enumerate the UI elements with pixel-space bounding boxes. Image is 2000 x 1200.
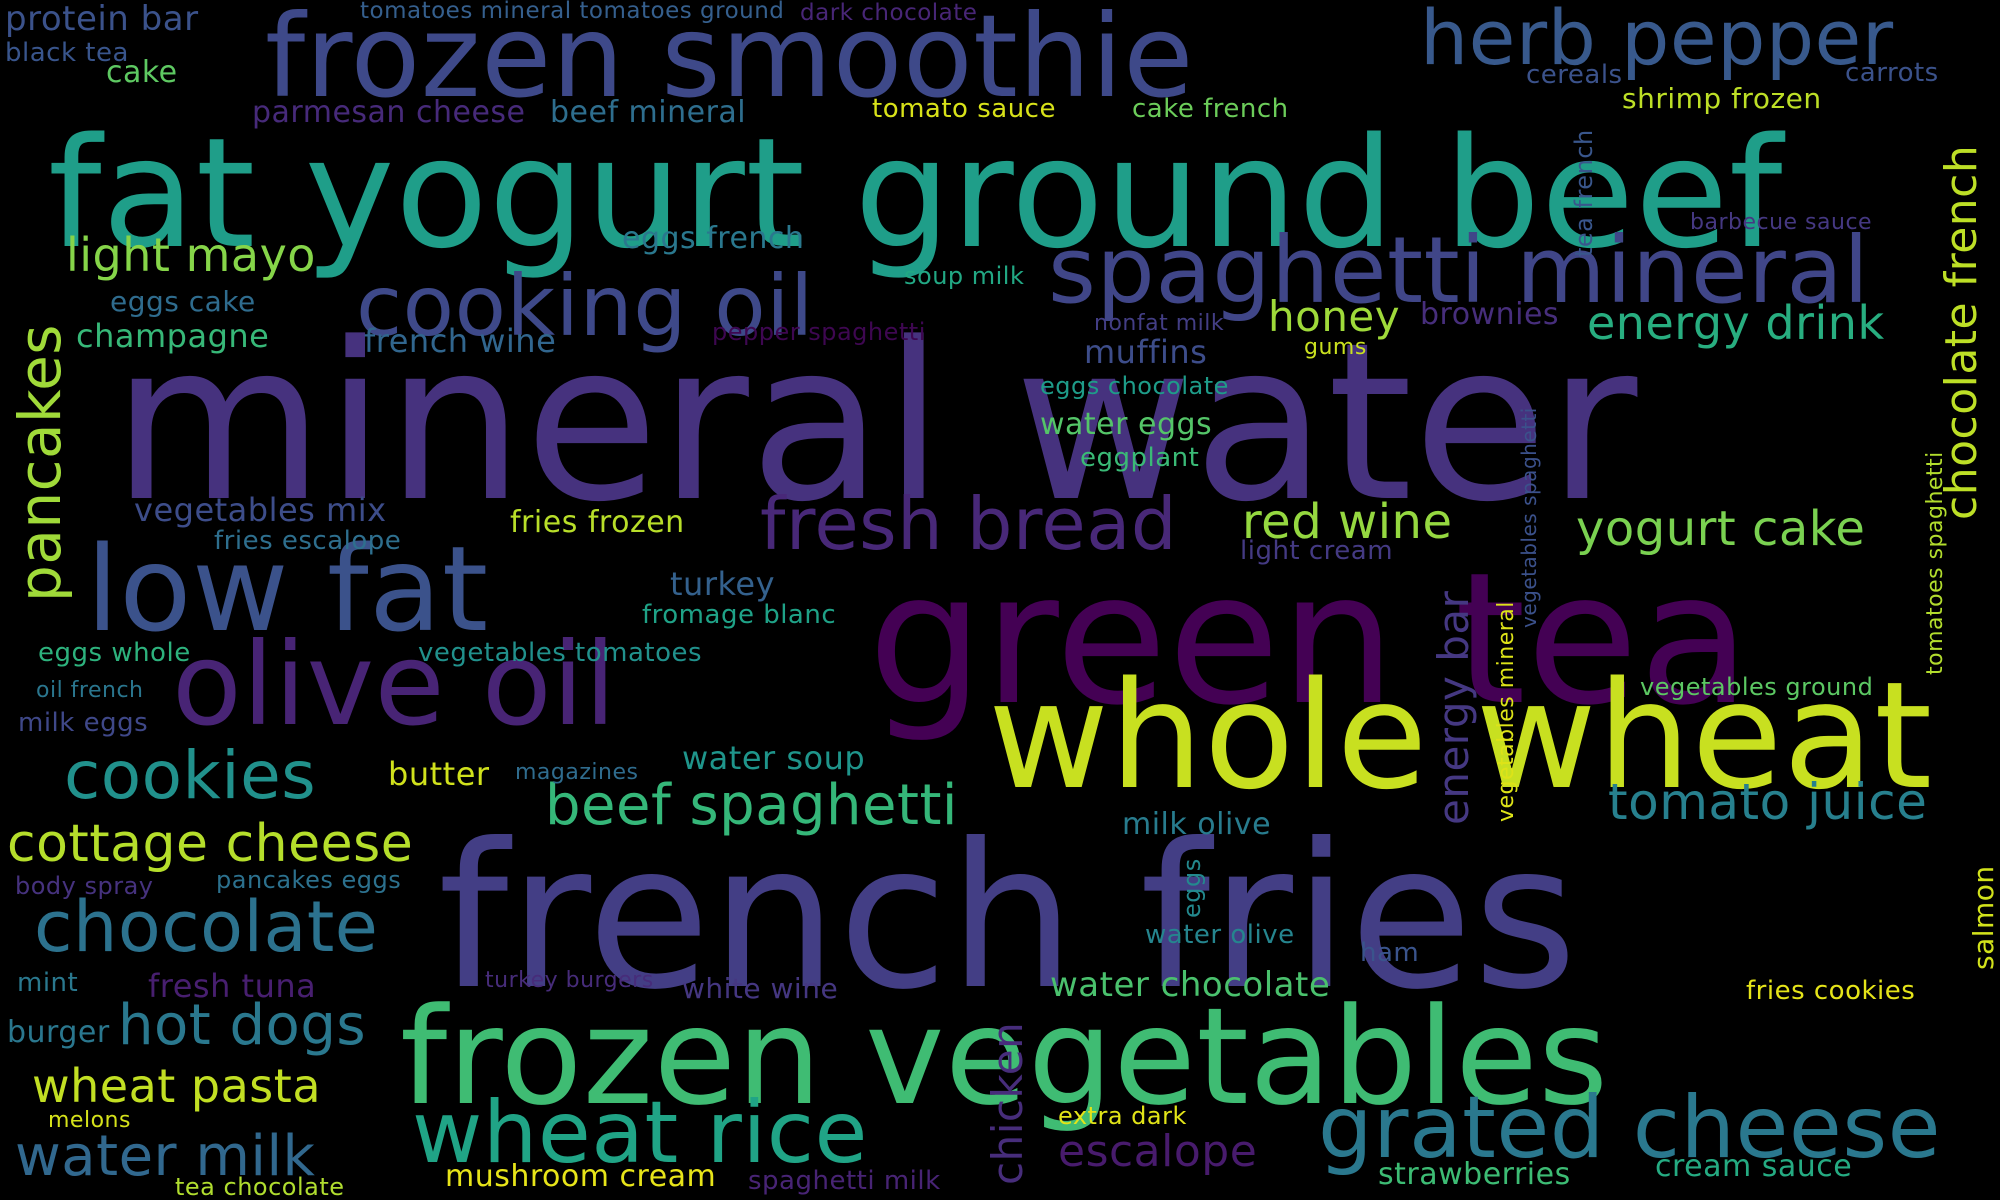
word-ham: ham	[1360, 938, 1420, 968]
word-pepper-spaghetti: pepper spaghetti	[712, 318, 926, 346]
word-tomatoes-mineral-tomatoes-ground: tomatoes mineral tomatoes ground	[360, 0, 785, 24]
word-vegetables-ground: vegetables ground	[1640, 673, 1874, 701]
word-chocolate: chocolate	[34, 886, 379, 968]
word-light-cream: light cream	[1240, 536, 1394, 566]
word-escalope: escalope	[1058, 1126, 1258, 1177]
word-yogurt-cake: yogurt cake	[1576, 501, 1866, 557]
word-tea-chocolate: tea chocolate	[175, 1173, 345, 1200]
word-cake-french: cake french	[1132, 94, 1289, 124]
word-soup-milk: soup milk	[904, 262, 1025, 290]
word-french-fries: french fries	[438, 801, 1578, 1034]
word-mint: mint	[17, 968, 79, 998]
word-honey: honey	[1268, 292, 1401, 341]
word-oil-french: oil french	[36, 678, 144, 703]
word-grated-cheese: grated cheese	[1318, 1078, 1942, 1178]
word-fries-cookies: fries cookies	[1746, 976, 1916, 1006]
word-brownies: brownies	[1420, 297, 1560, 332]
word-salmon: salmon	[1967, 865, 2000, 970]
word-hot-dogs: hot dogs	[118, 993, 367, 1058]
word-beef-mineral: beef mineral	[550, 95, 747, 130]
word-magazines: magazines	[515, 760, 639, 785]
word-eggs: eggs	[1178, 858, 1206, 918]
word-milk-eggs: milk eggs	[18, 708, 149, 738]
word-barbecue-sauce: barbecue sauce	[1690, 210, 1873, 235]
word-eggs-french: eggs french	[622, 221, 805, 256]
word-fries-escalope: fries escalope	[214, 526, 402, 556]
word-fat-yogurt-ground-beef: fat yogurt ground beef	[48, 105, 1783, 282]
word-shrimp-frozen: shrimp frozen	[1622, 82, 1822, 115]
word-pancakes: pancakes	[6, 324, 74, 602]
word-frozen-smoothie: frozen smoothie	[265, 0, 1194, 123]
word-butter: butter	[388, 755, 490, 793]
word-light-mayo: light mayo	[66, 228, 316, 282]
word-eggs-cake: eggs cake	[110, 285, 256, 318]
word-cake: cake	[106, 55, 178, 90]
word-parmesan-cheese: parmesan cheese	[252, 95, 526, 130]
word-water-eggs: water eggs	[1040, 407, 1213, 442]
word-energy-drink: energy drink	[1587, 296, 1885, 350]
word-cream-sauce: cream sauce	[1655, 1149, 1853, 1184]
word-olive-oil: olive oil	[172, 618, 617, 751]
word-tomato-juice: tomato juice	[1608, 773, 1928, 831]
word-carrots: carrots	[1845, 58, 1939, 88]
word-nonfat-milk: nonfat milk	[1094, 311, 1225, 336]
word-vegetables-mix: vegetables mix	[134, 491, 387, 529]
word-water-chocolate: water chocolate	[1050, 965, 1331, 1005]
word-strawberries: strawberries	[1378, 1157, 1571, 1192]
word-black-tea: black tea	[5, 38, 129, 68]
word-mushroom-cream: mushroom cream	[445, 1159, 717, 1194]
word-fromage-blanc: fromage blanc	[642, 600, 837, 630]
word-french-wine: french wine	[364, 322, 557, 360]
word-fresh-bread: fresh bread	[760, 482, 1178, 566]
word-eggs-chocolate: eggs chocolate	[1040, 372, 1229, 400]
word-fresh-tuna: fresh tuna	[148, 967, 317, 1005]
word-cottage-cheese: cottage cheese	[7, 814, 414, 874]
word-spaghetti-mineral: spaghetti mineral	[1048, 217, 1870, 324]
word-burger: burger	[7, 1015, 110, 1050]
word-red-wine: red wine	[1242, 494, 1453, 550]
word-fries-frozen: fries frozen	[510, 505, 685, 540]
word-herb-pepper: herb pepper	[1420, 0, 1894, 82]
word-pancakes-eggs: pancakes eggs	[216, 866, 402, 894]
word-white-wine: white wine	[682, 972, 839, 1005]
word-protein-bar: protein bar	[5, 0, 199, 39]
word-water-milk: water milk	[15, 1124, 316, 1189]
word-turkey: turkey	[670, 565, 775, 603]
word-cereals: cereals	[1526, 60, 1623, 90]
word-whole-wheat: whole wheat	[988, 650, 1933, 822]
word-eggplant: eggplant	[1080, 443, 1200, 473]
word-cooking-oil: cooking oil	[356, 257, 814, 355]
word-green-tea: green tea	[868, 533, 1751, 745]
word-low-fat: low fat	[86, 520, 489, 658]
word-water-soup: water soup	[682, 739, 866, 777]
word-turkey-burgers: turkey burgers	[485, 968, 654, 993]
word-extra-dark: extra dark	[1058, 1102, 1187, 1130]
word-tomato-sauce: tomato sauce	[872, 94, 1056, 124]
word-muffins: muffins	[1084, 333, 1208, 371]
word-tomatoes-spaghetti: tomatoes spaghetti	[1923, 451, 1948, 675]
word-water-olive: water olive	[1145, 920, 1295, 950]
word-melons: melons	[48, 1108, 131, 1133]
word-frozen-vegetables: frozen vegetables	[400, 979, 1609, 1135]
word-mineral-water: mineral water	[112, 297, 1638, 550]
word-body-spray: body spray	[15, 872, 154, 900]
word-vegetables-tomatoes: vegetables tomatoes	[418, 638, 703, 668]
word-tea-french: tea french	[1570, 129, 1598, 257]
word-wheat-rice: wheat rice	[412, 1083, 868, 1183]
word-eggs-whole: eggs whole	[38, 638, 191, 668]
word-energy-bar: energy bar	[1429, 590, 1478, 825]
word-champagne: champagne	[76, 317, 270, 355]
word-cookies: cookies	[64, 737, 317, 814]
word-vegetables-spaghetti: vegetables spaghetti	[1517, 407, 1541, 628]
word-gums: gums	[1304, 335, 1367, 360]
word-chicken: chicken	[983, 1021, 1032, 1185]
word-vegetables-mineral: vegetables mineral	[1494, 601, 1519, 822]
word-spaghetti-milk: spaghetti milk	[748, 1166, 941, 1196]
word-milk-olive: milk olive	[1122, 807, 1272, 842]
word-wheat-pasta: wheat pasta	[32, 1059, 322, 1113]
word-beef-spaghetti: beef spaghetti	[545, 773, 958, 838]
word-dark-chocolate: dark chocolate	[800, 0, 978, 26]
